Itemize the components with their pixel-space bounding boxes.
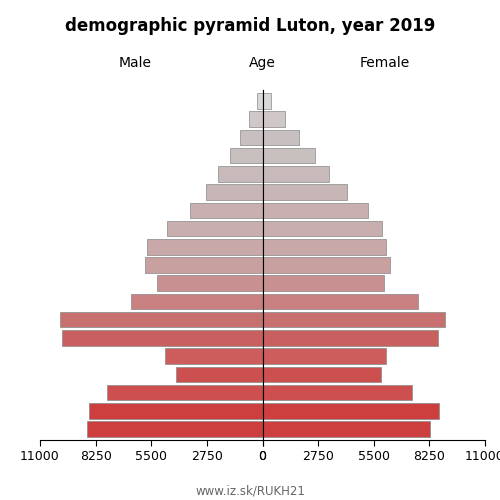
Bar	[262, 202, 368, 218]
Bar	[145, 258, 262, 272]
Text: 90: 90	[268, 94, 284, 108]
Text: 60: 60	[268, 204, 284, 217]
Bar	[262, 148, 315, 164]
Bar	[60, 312, 262, 328]
Bar	[131, 294, 262, 309]
Bar	[262, 312, 444, 328]
Text: Age: Age	[249, 56, 276, 70]
Bar	[88, 403, 262, 418]
Bar	[262, 258, 390, 272]
Bar	[218, 166, 262, 182]
Bar	[262, 184, 348, 200]
Bar	[262, 221, 382, 236]
Bar	[168, 221, 262, 236]
Text: 20: 20	[268, 350, 284, 362]
Bar	[230, 148, 262, 164]
Bar	[262, 93, 270, 108]
Text: 30: 30	[268, 313, 284, 326]
Bar	[257, 93, 262, 108]
Bar	[262, 294, 418, 309]
Text: Male: Male	[118, 56, 152, 70]
Bar	[107, 385, 262, 400]
Text: 10: 10	[268, 386, 284, 399]
Bar	[176, 366, 262, 382]
Bar	[190, 202, 262, 218]
Bar	[262, 166, 329, 182]
Bar	[262, 366, 381, 382]
Bar	[250, 112, 262, 127]
Text: 70: 70	[268, 168, 284, 180]
Text: 40: 40	[268, 276, 284, 289]
Text: demographic pyramid Luton, year 2019: demographic pyramid Luton, year 2019	[65, 17, 435, 35]
Bar	[166, 348, 262, 364]
Bar	[240, 130, 262, 145]
Text: 80: 80	[268, 131, 284, 144]
Text: Female: Female	[360, 56, 410, 70]
Bar	[262, 276, 384, 291]
Bar	[262, 385, 412, 400]
Text: 50: 50	[268, 240, 284, 254]
Bar	[86, 422, 262, 437]
Bar	[262, 348, 386, 364]
Bar	[262, 130, 299, 145]
Text: www.iz.sk/RUKH21: www.iz.sk/RUKH21	[195, 485, 305, 498]
Bar	[206, 184, 262, 200]
Bar	[262, 112, 285, 127]
Bar	[262, 422, 430, 437]
Bar	[158, 276, 262, 291]
Bar	[262, 330, 438, 345]
Bar	[262, 403, 440, 418]
Bar	[62, 330, 262, 345]
Text: 0: 0	[268, 422, 276, 436]
Bar	[262, 239, 386, 254]
Bar	[147, 239, 262, 254]
